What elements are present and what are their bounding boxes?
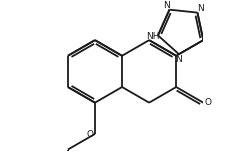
Text: N: N (175, 55, 182, 64)
Text: O: O (205, 98, 212, 107)
Text: N: N (197, 4, 204, 13)
Text: O: O (87, 130, 94, 139)
Text: NH: NH (146, 32, 160, 41)
Text: N: N (163, 1, 170, 10)
